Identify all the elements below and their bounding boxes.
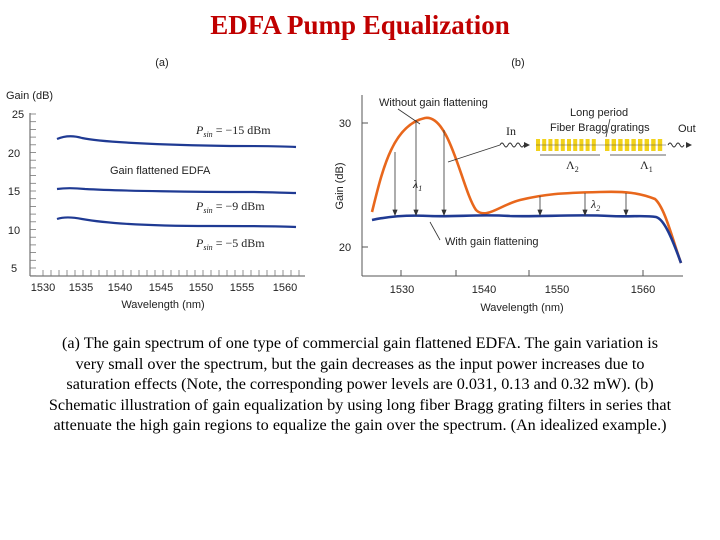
out-label: Out [678,123,696,135]
with-flattening-label: With gain flattening [445,236,539,248]
panel-b: (b) 30 20 Gain (dB) 1530 1540 1550 1560 … [334,57,696,314]
input-wave-icon [499,142,525,148]
grating-label-line2: Fiber Bragg gratings [550,122,650,134]
attenuation-arrows [392,120,629,217]
panel-b-ylabel: Gain (dB) [334,162,346,209]
panel-a-curve-minus5 [56,216,297,229]
power-label-1: Psin = −15 dBm [195,123,271,139]
panel-a-x-minor-ticks [42,270,300,276]
panel-b-xlabel: Wavelength (nm) [480,302,563,314]
panel-a-ytick: 25 [12,109,24,121]
panel-a-xtick: 1555 [230,282,254,294]
power-label-2: Psin = −9 dBm [195,199,265,215]
grating-label-line1: Long period [570,107,628,119]
panel-b-xtick: 1560 [631,284,655,296]
grating-label-leader [605,118,611,138]
power-label-3: Psin = −5 dBm [195,236,265,252]
panel-a: (a) Gain (dB) 25 20 15 10 5 1530 1535 15… [6,57,305,311]
page-title: EDFA Pump Equalization [210,10,510,40]
panel-a-y-minor-ticks [30,113,36,277]
panel-a-ylabel: Gain (dB) [6,90,53,102]
without-label-leader [397,108,421,125]
panel-b-xtick: 1550 [545,284,569,296]
panel-a-xtick: 1560 [273,282,297,294]
panel-a-xlabel: Wavelength (nm) [121,299,204,311]
curve-with-flattening [371,213,683,264]
figure: (a) Gain (dB) 25 20 15 10 5 1530 1535 15… [6,57,696,314]
panel-a-xtick: 1550 [189,282,213,294]
lambda2-label: λ2 [590,197,600,213]
panel-a-xtick: 1545 [149,282,173,294]
panel-a-ytick: 20 [8,148,20,160]
panel-a-xtick: 1540 [108,282,132,294]
panel-a-ytick: 5 [11,263,17,275]
without-flattening-label: Without gain flattening [379,97,488,109]
panel-a-xtick: 1530 [31,282,55,294]
panel-a-label: (a) [155,57,168,69]
panel-b-ytick: 20 [339,242,351,254]
output-wave-icon [667,142,685,148]
Lambda1-label: Λ1 [640,158,653,174]
Lambda2-label: Λ2 [566,158,579,174]
in-label: In [506,124,516,138]
input-arrow-icon [524,142,530,148]
panel-b-xtick: 1530 [390,284,414,296]
panel-b-xtick: 1540 [472,284,496,296]
with-label-leader [429,221,441,241]
figure-caption: (a) The gain spectrum of one type of com… [48,334,672,435]
in-leader [447,144,501,163]
panel-b-label: (b) [511,57,524,69]
panel-a-ytick: 10 [8,225,20,237]
panel-a-xtick: 1535 [69,282,93,294]
lambda1-label: λ1 [412,177,422,193]
output-arrow-icon [686,142,692,148]
panel-a-curve-minus9 [56,187,297,195]
panel-b-ytick: 30 [339,118,351,130]
panel-a-curve-minus15 [56,135,297,149]
curve-without-flattening [370,116,683,264]
panel-a-center-label: Gain flattened EDFA [110,165,211,177]
panel-a-ytick: 15 [8,186,20,198]
